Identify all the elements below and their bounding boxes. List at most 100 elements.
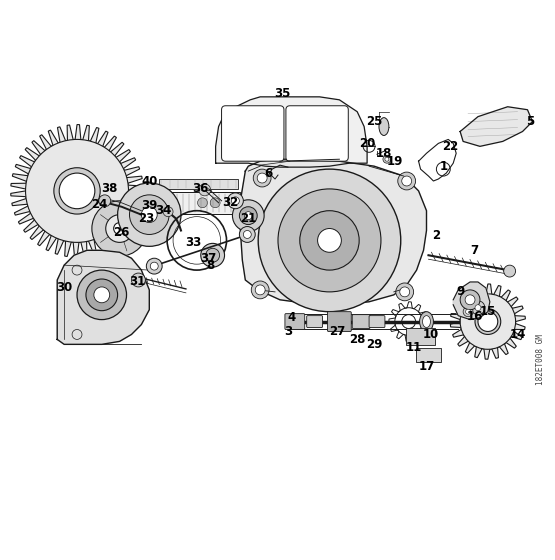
Text: 37: 37 (200, 252, 217, 265)
Text: 4: 4 (287, 311, 296, 324)
FancyBboxPatch shape (221, 106, 284, 161)
Circle shape (475, 309, 501, 334)
Text: 14: 14 (509, 328, 526, 341)
Circle shape (163, 207, 173, 217)
Circle shape (201, 244, 225, 267)
FancyBboxPatch shape (327, 312, 351, 332)
Text: 31: 31 (129, 276, 145, 288)
Circle shape (475, 305, 481, 311)
Ellipse shape (420, 312, 433, 332)
Polygon shape (450, 284, 526, 359)
Circle shape (118, 183, 181, 246)
Text: 28: 28 (349, 333, 365, 346)
Circle shape (86, 279, 118, 311)
Circle shape (94, 287, 110, 303)
Text: 10: 10 (422, 328, 438, 341)
Text: 7: 7 (470, 244, 478, 257)
Circle shape (233, 200, 264, 231)
Circle shape (239, 227, 255, 242)
Text: 32: 32 (223, 197, 239, 209)
Circle shape (142, 207, 157, 222)
Text: 182ET008 GM: 182ET008 GM (536, 334, 545, 385)
Text: 18: 18 (376, 147, 392, 160)
Circle shape (150, 262, 158, 270)
Text: 19: 19 (387, 155, 403, 167)
FancyBboxPatch shape (286, 106, 349, 161)
Circle shape (26, 139, 129, 242)
FancyBboxPatch shape (307, 316, 322, 328)
Circle shape (398, 172, 416, 190)
Circle shape (198, 198, 208, 208)
Circle shape (92, 201, 147, 256)
Text: 5: 5 (526, 115, 534, 128)
Circle shape (239, 207, 257, 225)
Text: 9: 9 (456, 286, 465, 298)
Circle shape (300, 211, 359, 270)
Circle shape (243, 231, 251, 239)
Ellipse shape (422, 316, 431, 328)
Text: 1: 1 (439, 160, 447, 172)
Circle shape (465, 295, 475, 305)
FancyBboxPatch shape (369, 316, 385, 328)
Circle shape (99, 195, 110, 207)
Circle shape (460, 294, 516, 349)
Text: 21: 21 (240, 212, 256, 225)
Polygon shape (240, 159, 426, 305)
Text: 30: 30 (56, 282, 72, 295)
Ellipse shape (379, 118, 389, 136)
Circle shape (114, 222, 125, 235)
Text: 25: 25 (366, 115, 382, 128)
Text: 20: 20 (359, 137, 375, 150)
Circle shape (231, 197, 239, 205)
Circle shape (129, 195, 169, 235)
Text: 24: 24 (92, 198, 108, 211)
Circle shape (251, 281, 269, 299)
Circle shape (77, 270, 127, 320)
Text: 17: 17 (418, 360, 435, 372)
Text: 40: 40 (141, 175, 158, 188)
Text: 8: 8 (206, 259, 215, 272)
Circle shape (106, 214, 133, 242)
Polygon shape (460, 107, 532, 146)
Circle shape (54, 168, 100, 214)
FancyBboxPatch shape (159, 179, 239, 189)
FancyBboxPatch shape (352, 315, 370, 329)
Text: 35: 35 (274, 87, 290, 100)
Circle shape (400, 287, 410, 297)
Text: 16: 16 (467, 310, 483, 323)
Circle shape (206, 248, 220, 262)
Text: 15: 15 (480, 305, 496, 318)
Circle shape (278, 189, 381, 292)
FancyBboxPatch shape (416, 348, 441, 362)
Circle shape (471, 301, 485, 315)
Polygon shape (453, 282, 490, 320)
Circle shape (253, 169, 271, 187)
Circle shape (147, 258, 162, 274)
Circle shape (385, 157, 389, 161)
Text: 39: 39 (141, 199, 158, 212)
Text: 11: 11 (406, 341, 422, 354)
Text: 3: 3 (284, 325, 292, 338)
Text: 6: 6 (264, 166, 272, 180)
Polygon shape (57, 250, 149, 344)
Circle shape (504, 265, 516, 277)
Text: 38: 38 (102, 183, 118, 195)
Circle shape (460, 290, 480, 310)
Circle shape (402, 176, 412, 186)
Circle shape (478, 312, 498, 332)
Circle shape (258, 169, 401, 312)
Circle shape (244, 212, 253, 220)
Circle shape (255, 285, 265, 295)
Text: 27: 27 (329, 325, 346, 338)
Text: 2: 2 (432, 229, 441, 242)
FancyBboxPatch shape (285, 314, 305, 329)
Polygon shape (11, 124, 143, 257)
Circle shape (59, 173, 95, 209)
Text: 36: 36 (193, 183, 209, 195)
Text: 22: 22 (442, 140, 458, 153)
Text: 29: 29 (366, 338, 382, 351)
Circle shape (132, 273, 145, 287)
Text: 33: 33 (185, 236, 201, 249)
Circle shape (228, 193, 243, 209)
Circle shape (199, 184, 211, 196)
